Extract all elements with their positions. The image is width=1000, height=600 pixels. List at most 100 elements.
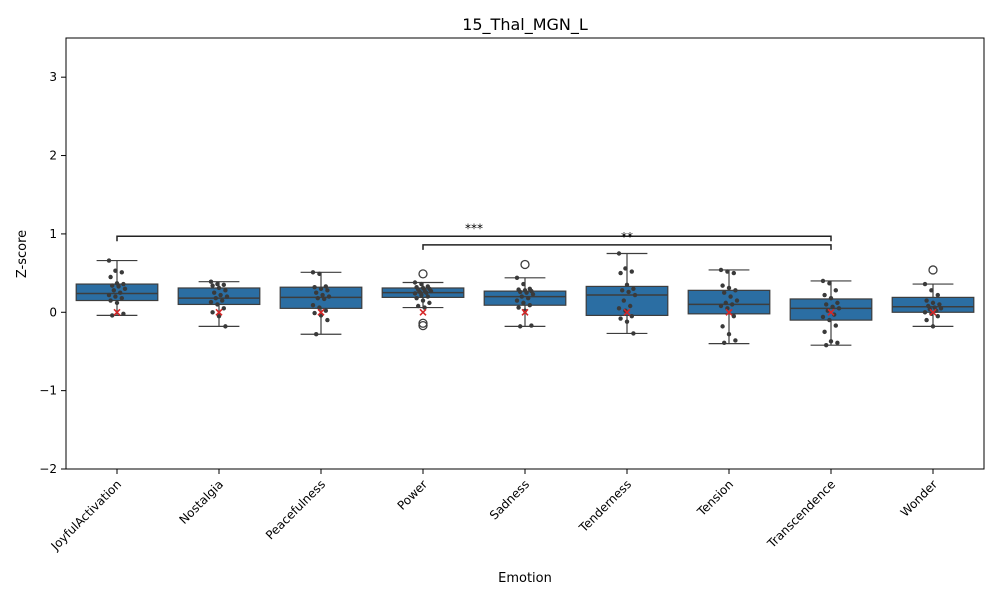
data-point [323,284,328,289]
y-tick-label: 0 [49,305,57,319]
data-point [733,288,738,293]
data-point [929,288,934,293]
box-group [891,265,975,327]
significance-label: *** [465,221,483,235]
data-point [310,270,316,275]
data-point [833,288,838,293]
data-point [530,292,536,297]
data-point [621,298,626,303]
mean-marker [419,308,427,316]
data-point [526,295,531,301]
data-point [620,288,625,293]
data-point [527,303,532,308]
data-point [414,295,419,301]
mean-marker-stroke [215,308,223,316]
data-point [122,286,128,291]
data-point [223,288,228,293]
data-point [121,311,126,317]
data-point [937,302,942,307]
data-point [822,329,827,335]
data-point [221,282,226,288]
data-point [325,317,330,323]
data-point [521,300,526,306]
data-point [215,281,220,287]
data-point [938,306,944,311]
outlier-point [520,259,530,270]
data-point [730,302,735,307]
data-point [106,258,112,263]
data-point [618,316,623,321]
data-point [215,302,220,307]
data-point [118,290,123,295]
axes-frame [65,37,985,470]
data-point [424,290,429,295]
y-tick-label: −1 [39,384,57,398]
data-point [827,281,832,286]
data-point [722,290,727,295]
x-tick-label: Tension [694,477,736,519]
data-point [412,280,418,285]
data-point [213,295,218,301]
data-point [422,305,427,310]
data-point [216,285,222,291]
x-tick-label: Power [395,477,431,513]
data-point [726,285,732,291]
x-tick-label: Wonder [898,477,941,520]
x-tick-label: Transcendence [764,477,838,551]
data-point [726,332,732,337]
data-point [314,290,319,295]
data-point [317,305,322,310]
mean-marker-stroke [521,308,529,316]
data-point [110,283,115,288]
y-tick-label: 1 [49,227,57,241]
y-tick-label: 2 [49,149,57,163]
data-point [830,304,835,309]
data-point [935,313,940,319]
data-point [828,295,834,301]
data-point [835,300,840,306]
data-point [833,323,838,328]
data-point [616,306,622,311]
data-point [731,270,736,276]
mean-marker [113,308,121,316]
y-tick-label: −2 [39,462,57,476]
significance-label: ** [621,230,633,244]
chart-title: 15_Thal_MGN_L [462,15,588,35]
data-point [518,289,523,295]
data-point [210,283,215,288]
plot-area: −2 −1 0 1 2 3 JoyfulActivation Nostalgia Peacefu… [39,37,985,554]
significance-bracket: ** [422,230,832,250]
data-point [519,294,524,299]
data-point [731,313,736,319]
mean-marker-stroke [623,308,631,316]
data-point [521,281,526,287]
mean-marker [215,308,223,316]
data-point [110,313,115,318]
box-group [381,269,465,331]
data-point [108,298,113,303]
data-point [221,306,226,311]
mean-marker [623,308,631,316]
mean-marker-stroke [317,308,325,316]
data-point [322,296,327,302]
outlier-point [928,265,938,275]
data-point [626,289,631,295]
data-point [623,266,628,271]
data-point [220,298,225,303]
outlier-point [418,269,428,279]
mean-marker-stroke [827,308,835,316]
x-tick-label: Sadness [487,477,532,522]
data-point [930,324,936,329]
data-point [326,294,332,299]
data-point [824,302,829,307]
data-point [922,310,928,315]
data-point [119,270,125,275]
box-group [279,271,363,335]
data-point [113,294,118,299]
bracket-line [116,235,832,242]
data-point [835,340,840,346]
data-point [631,286,636,291]
box-group [687,269,771,345]
bracket-line [422,244,832,250]
data-point [930,300,936,306]
